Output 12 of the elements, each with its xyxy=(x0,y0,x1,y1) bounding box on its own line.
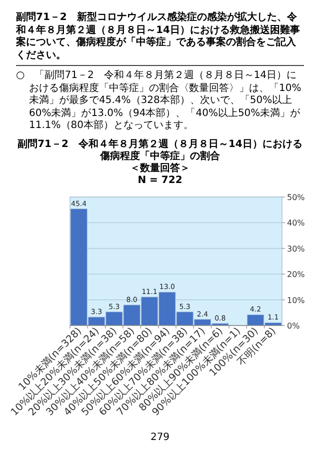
y-tick-label: 0% xyxy=(287,321,300,330)
text: ○ 「副問71－2 令和４年８月第２週（８月８日～14日）における傷病程度「中等症」の割合〈数量回答〉」は、「10%未満」が最多で45.4%（328本部）、次いで、「50%以上60%未満」が13.0%（94本部）、「40%以上50%未満」が11.1%（80本部）となっています。 xyxy=(16,70,302,132)
text: 副問71－2 新型コロナウイルス感染症の感染が拡大した、令和４年８月第２週（８月８日～14日）における救急搬送困難事案について、傷病程度が「中等症」である事案の割合をご記入ください。 xyxy=(16,12,304,66)
y-tick-label: 10% xyxy=(287,295,306,304)
y-tick-label: 50% xyxy=(287,192,306,202)
chart-subtitle: ＜数量回答＞ xyxy=(129,162,191,174)
y-tick-label: 40% xyxy=(287,218,306,228)
text: N = 722 xyxy=(136,174,184,186)
y-tick-label: 30% xyxy=(287,244,306,253)
chart-title: 副問71－2 令和４年８月第２週（８月８日～14日）における傷病程度「中等症」の割合 xyxy=(16,138,304,162)
text: 279 xyxy=(149,432,171,443)
y-tick-label: 20% xyxy=(287,270,306,279)
